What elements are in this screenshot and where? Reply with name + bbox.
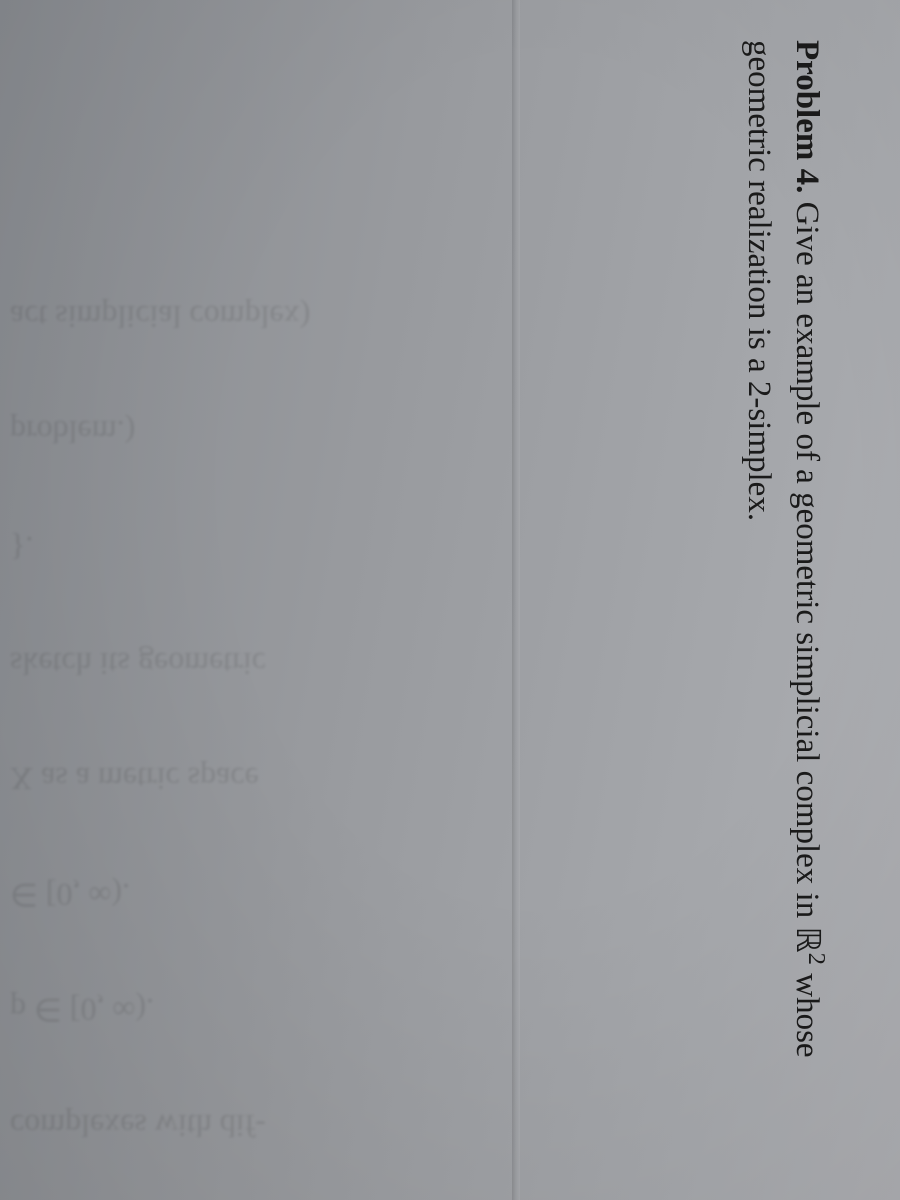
bleed-line: ∈ [0, ∞).: [10, 849, 390, 939]
math-exponent: 2: [803, 953, 830, 965]
problem-block: Problem 4. Give an example of a geometri…: [734, 40, 830, 1160]
bleed-line: problem.): [10, 387, 390, 477]
bleed-line: }.: [10, 502, 390, 592]
bleed-through-text: complexes with dif- p ∈ [0, ∞). ∈ [0, ∞)…: [0, 0, 400, 1200]
problem-body-after-math: whose: [789, 973, 825, 1057]
main-content-region: Problem 4. Give an example of a geometri…: [470, 0, 900, 1200]
bleed-line: p ∈ [0, ∞).: [10, 965, 390, 1055]
problem-label: Problem 4.: [789, 40, 825, 193]
bleed-line: act simplicial complex): [10, 271, 390, 361]
problem-text: Problem 4. Give an example of a geometri…: [734, 40, 830, 1160]
bleed-line: X as a metric space: [10, 734, 390, 824]
problem-body-2: geometric realization is a 2-simplex.: [741, 40, 777, 521]
bleed-line: sketch its geometric: [10, 618, 390, 708]
problem-body-1: Give an example of a geometric simplicia…: [789, 202, 825, 919]
bleed-line: complexes with dif-: [10, 1080, 390, 1170]
math-real-symbol: ℝ: [789, 926, 825, 952]
